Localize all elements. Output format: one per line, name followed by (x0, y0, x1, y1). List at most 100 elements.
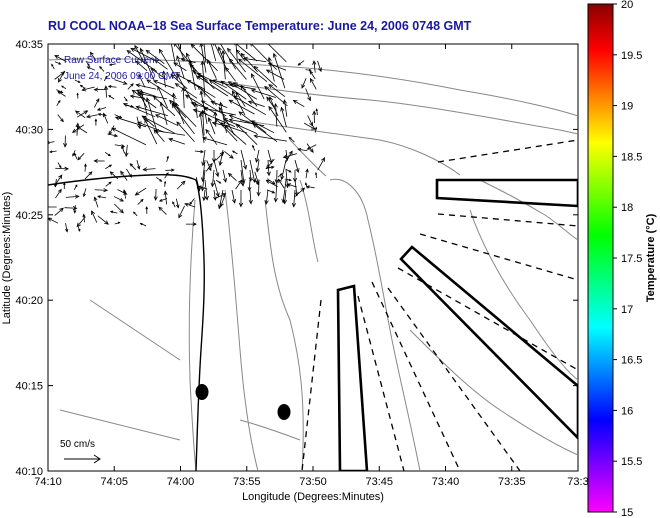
current-vector (176, 121, 195, 142)
current-vector (200, 91, 208, 124)
current-vector (277, 178, 282, 184)
current-vector (228, 173, 237, 181)
current-vector (304, 182, 308, 186)
current-vector (91, 210, 95, 216)
current-vector (301, 84, 306, 89)
current-vector (301, 78, 307, 89)
current-vector (240, 181, 245, 187)
current-vector (184, 94, 190, 99)
current-vector (309, 148, 314, 153)
current-vector (121, 146, 125, 154)
current-vector (55, 167, 69, 170)
x-tick-label: 73:45 (365, 476, 393, 488)
current-vector (275, 179, 278, 202)
current-vector (160, 102, 168, 125)
current-vector (254, 171, 259, 184)
current-vector (273, 102, 278, 108)
current-vector (228, 118, 234, 123)
current-vector (214, 112, 217, 127)
current-vector (285, 150, 293, 163)
current-vector (129, 163, 137, 171)
current-vector (153, 96, 176, 117)
current-vector (227, 172, 233, 178)
current-vector (269, 96, 279, 117)
current-vector (128, 173, 132, 178)
current-vector (137, 124, 142, 130)
current-vector (221, 49, 226, 55)
current-vector (132, 89, 157, 109)
current-vector (317, 60, 322, 72)
current-vector (192, 70, 197, 75)
current-vector (135, 105, 141, 110)
current-vector (305, 169, 308, 179)
current-vector (185, 94, 218, 115)
current-vector (111, 127, 147, 146)
current-vector (83, 163, 87, 167)
current-vector (135, 83, 141, 88)
current-vector (309, 121, 314, 127)
current-vector (171, 168, 175, 172)
current-vector (235, 91, 240, 97)
current-vector (204, 179, 208, 200)
current-vector (198, 112, 203, 118)
current-vector (77, 156, 81, 161)
current-vector (294, 191, 299, 197)
colorbar-tick-label: 19 (621, 101, 633, 113)
current-vector (88, 171, 93, 176)
current-vector (155, 189, 157, 200)
current-vector (267, 159, 270, 176)
current-vector (48, 217, 59, 224)
current-vector (268, 106, 287, 133)
current-vector (205, 128, 210, 134)
colorbar-ticks: 20 19.5 19 18.5 18 17.5 17 16.5 16 15.5 15 (613, 0, 642, 518)
current-vector (91, 210, 98, 223)
current-vector (192, 70, 208, 81)
current-vector (137, 91, 148, 109)
current-vector (136, 106, 168, 116)
current-vector (169, 99, 174, 105)
current-vector (213, 111, 218, 117)
current-vector (192, 222, 197, 227)
current-vector (197, 75, 229, 97)
current-vector (284, 178, 292, 181)
current-vector (297, 62, 301, 66)
current-vector (171, 92, 176, 98)
current-vector (76, 126, 82, 131)
current-vector (155, 177, 162, 182)
current-vector (170, 44, 176, 63)
current-vector (61, 85, 64, 88)
current-vector (316, 108, 318, 115)
current-vector (218, 107, 235, 136)
current-vector (306, 186, 315, 189)
current-vector (185, 52, 190, 58)
current-vector (221, 193, 227, 198)
current-vector (97, 107, 107, 111)
current-vector (282, 199, 288, 205)
current-vector (249, 169, 252, 181)
current-vector (108, 95, 115, 100)
current-vector (305, 182, 308, 189)
current-vector (113, 196, 124, 202)
current-vector (139, 89, 145, 95)
survey-boxes (336, 178, 578, 471)
current-vector (74, 110, 80, 115)
current-vector (294, 159, 299, 173)
current-vector (202, 110, 205, 136)
mooring-marker (195, 384, 209, 400)
current-vector (109, 171, 114, 176)
current-vector (60, 118, 64, 123)
current-vector (191, 102, 208, 109)
current-vector (77, 225, 81, 232)
current-vector (228, 99, 234, 104)
current-vector (307, 144, 317, 150)
current-vector (136, 160, 140, 170)
current-vector (181, 180, 186, 186)
current-vector (207, 116, 212, 122)
current-vector (218, 189, 224, 209)
current-vector (95, 98, 100, 103)
current-vector (283, 153, 298, 158)
current-vector (152, 80, 158, 84)
current-vector (220, 80, 226, 85)
current-vector (311, 125, 316, 130)
current-vector (145, 206, 149, 210)
